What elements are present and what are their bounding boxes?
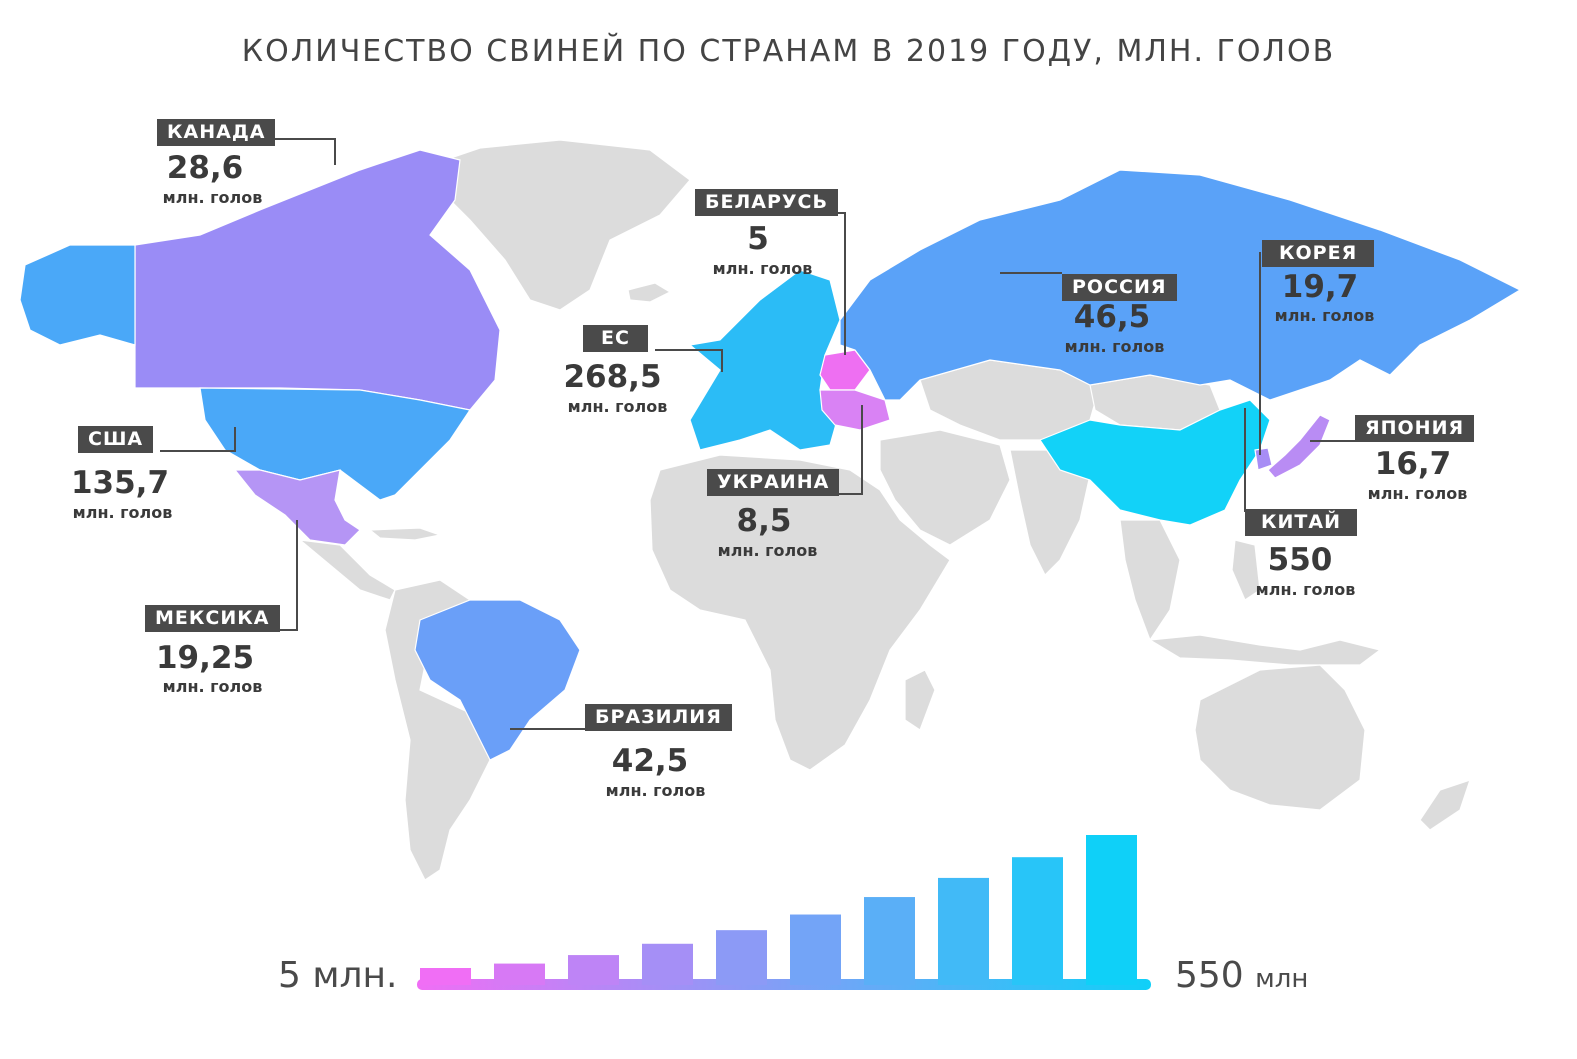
country-shape-eu (688, 269, 841, 451)
leader-usa (160, 427, 236, 452)
land-central-america (298, 539, 396, 601)
scale-bar (568, 955, 619, 985)
land-indonesia (1148, 634, 1382, 666)
country-shape-japan (1267, 414, 1331, 479)
country-value: 8,5 (736, 503, 792, 539)
scale-bar (420, 968, 471, 985)
country-tag: ЕС (583, 325, 648, 352)
country-unit: млн. голов (1367, 484, 1468, 503)
country-unit: млн. голов (162, 677, 263, 696)
scale-bar (864, 897, 915, 985)
country-shape-usa (199, 387, 471, 501)
country-shape-canada (134, 149, 501, 411)
scale-max-label: 550 млн (1175, 955, 1308, 996)
country-unit: млн. голов (605, 781, 706, 800)
land-caribbean (368, 527, 443, 541)
scale-legend (417, 835, 1151, 990)
leader-eu (655, 349, 723, 372)
country-tag: ЯПОНИЯ (1355, 415, 1475, 442)
country-tag: МЕКСИКА (145, 605, 280, 632)
scale-bar (716, 930, 767, 985)
country-value: 19,7 (1281, 269, 1359, 305)
country-shape-china (1039, 399, 1271, 526)
country-unit: млн. голов (712, 259, 813, 278)
country-shape-brazil (414, 599, 581, 761)
country-value: 550 (1267, 542, 1333, 578)
country-value: 42,5 (611, 743, 689, 779)
country-tag: КАНАДА (157, 119, 276, 146)
country-shape-mexico (233, 469, 361, 546)
country-unit: млн. голов (72, 503, 173, 522)
scale-min-label: 5 млн. (278, 955, 398, 996)
land-middle-east (879, 429, 1011, 546)
landmass-group (298, 139, 1471, 881)
land-new-zealand (1419, 779, 1471, 831)
scale-bar (1012, 857, 1063, 985)
country-value: 135,7 (70, 465, 170, 501)
country-value: 268,5 (563, 359, 662, 395)
land-philippines (1231, 539, 1261, 601)
land-australia (1194, 664, 1366, 811)
country-unit: млн. голов (567, 397, 668, 416)
scale-bar (494, 963, 545, 985)
country-unit: млн. голов (1274, 306, 1375, 325)
country-unit: млн. голов (162, 188, 263, 207)
country-value: 5 (747, 221, 769, 257)
country-tag: БРАЗИЛИЯ (585, 704, 732, 731)
country-tag: КОРЕЯ (1262, 240, 1375, 267)
land-greenland (429, 139, 691, 311)
country-shape-alaska (19, 244, 136, 346)
scale-max-value: 550 (1175, 955, 1244, 996)
country-tag: КИТАЙ (1245, 509, 1357, 536)
scale-bar (938, 877, 989, 985)
country-value: 19,25 (155, 640, 255, 676)
country-unit: млн. голов (1064, 337, 1165, 356)
country-tag: УКРАИНА (707, 469, 840, 496)
country-value: 46,5 (1073, 299, 1151, 335)
country-tag: США (78, 426, 154, 453)
leader-canada (265, 138, 336, 165)
scale-bars (420, 835, 1137, 985)
country-unit: млн. голов (1255, 580, 1356, 599)
country-shape-russia (839, 169, 1522, 401)
land-africa (649, 454, 951, 771)
land-madagascar (904, 669, 936, 731)
scale-bar (642, 943, 693, 985)
chart-title: КОЛИЧЕСТВО СВИНЕЙ ПО СТРАНАМ В 2019 ГОДУ… (241, 34, 1336, 69)
country-tag: РОССИЯ (1062, 274, 1177, 301)
country-value: 16,7 (1374, 446, 1452, 482)
land-southeast-asia (1119, 519, 1181, 642)
land-iceland (627, 282, 672, 303)
country-tag: БЕЛАРУСЬ (695, 189, 838, 216)
scale-bar (1086, 835, 1137, 985)
country-unit: млн. голов (717, 541, 818, 560)
country-value: 28,6 (166, 150, 244, 186)
country-shape-korea (1254, 447, 1273, 471)
scale-max-unit: млн (1255, 964, 1309, 994)
leader-mexico (280, 520, 298, 631)
country-shape-ukraine (819, 389, 891, 431)
scale-bar (790, 914, 841, 985)
